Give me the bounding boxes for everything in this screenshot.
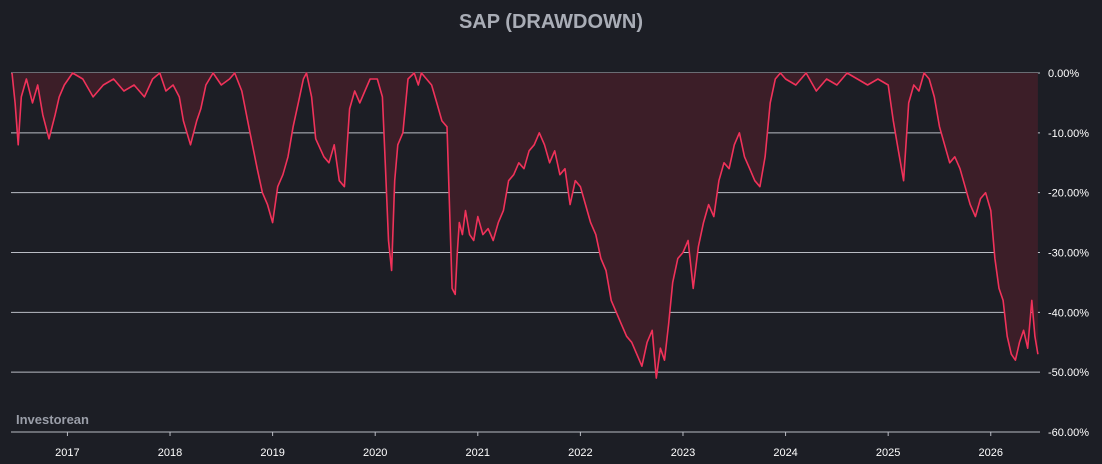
x-tick-label: 2020 (363, 447, 387, 459)
x-tick-label: 2022 (568, 447, 592, 459)
x-tick-label: 2023 (671, 447, 695, 459)
drawdown-area (12, 73, 1038, 379)
watermark: Investorean (16, 412, 89, 427)
grid (11, 72, 1040, 433)
x-tick-label: 2019 (260, 447, 284, 459)
x-tick-label: 2018 (158, 447, 182, 459)
drawdown-line (11, 72, 1039, 379)
chart-title: SAP (DRAWDOWN) (459, 11, 643, 33)
x-axis: 2017 2018 2019 2020 2021 2022 2023 2024 2025 2026 (55, 432, 1003, 459)
y-tick-label: -10.00% (1048, 128, 1089, 140)
x-tick-label: 2017 (55, 447, 79, 459)
y-tick-label: -60.00% (1048, 427, 1089, 439)
y-axis: 0.00% -10.00% -20.00% -30.00% -40.00% -50.00%… (1048, 68, 1089, 439)
x-tick-label: 2024 (773, 447, 797, 459)
y-tick-label: 0.00% (1048, 68, 1079, 80)
x-tick-label: 2021 (466, 447, 490, 459)
plot-area (11, 72, 1039, 379)
y-tick-label: -20.00% (1048, 188, 1089, 200)
y-tick-label: -30.00% (1048, 248, 1089, 260)
x-tick-label: 2026 (979, 447, 1003, 459)
y-tick-label: -50.00% (1048, 367, 1089, 379)
x-tick-label: 2025 (876, 447, 900, 459)
y-tick-label: -40.00% (1048, 307, 1089, 319)
